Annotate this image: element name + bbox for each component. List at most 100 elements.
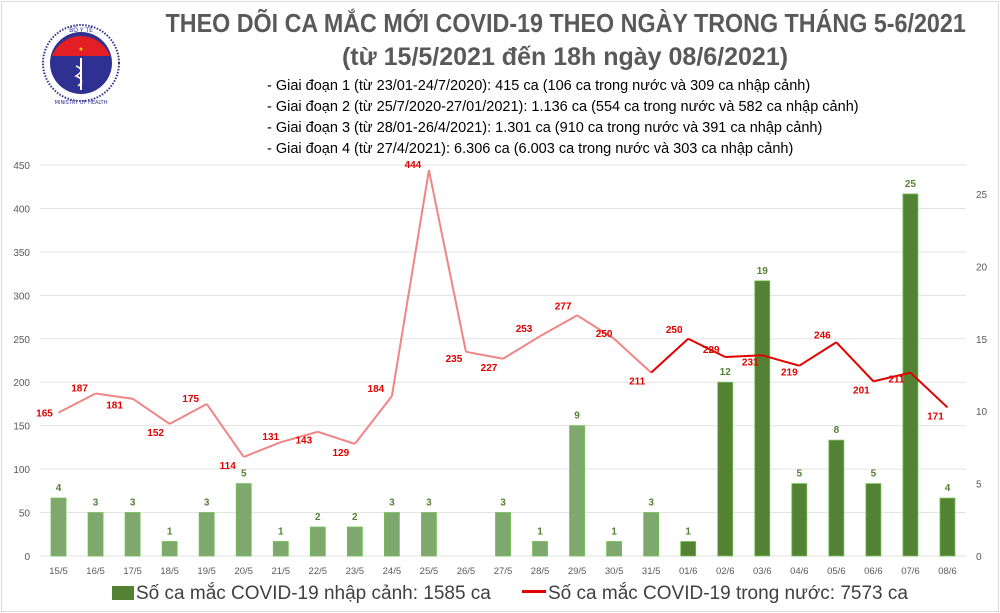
bar xyxy=(87,512,104,557)
left-axis-tick-label: 350 xyxy=(13,248,30,259)
bar-data-label: 1 xyxy=(685,527,691,538)
left-axis-tick-label: 50 xyxy=(19,509,31,520)
x-axis-tick-label: 18/5 xyxy=(160,566,179,577)
svg-text:BỘ Y TẾ: BỘ Y TẾ xyxy=(69,26,93,34)
bar-data-label: 1 xyxy=(611,527,617,538)
left-axis-tick-label: 250 xyxy=(13,335,30,346)
line-segment xyxy=(169,403,208,425)
left-axis-tick-label: 100 xyxy=(13,465,30,476)
legend-item-domestic: Số ca mắc COVID-19 trong nước: 7573 ca xyxy=(522,583,922,605)
svg-text:MINISTRY OF HEALTH: MINISTRY OF HEALTH xyxy=(55,100,108,104)
legend-label: Số ca mắc COVID-19 trong nước: 7573 ca xyxy=(548,583,908,604)
x-axis-tick-label: 08/6 xyxy=(938,566,957,577)
bar-data-label: 5 xyxy=(871,469,877,480)
line-segment xyxy=(132,397,171,425)
bar xyxy=(606,541,623,557)
x-axis-tick-label: 28/5 xyxy=(531,566,550,577)
line-segment xyxy=(576,314,615,340)
bar xyxy=(865,483,882,557)
line-segment xyxy=(390,170,430,397)
bar-data-label: 2 xyxy=(315,512,321,523)
stage-line: - Giai đoạn 3 (từ 28/01-26/4/2021): 1.30… xyxy=(267,120,823,136)
legend-content: Số ca mắc COVID-19 trong nước: 7573 ca xyxy=(522,583,908,605)
bar-data-label: 9 xyxy=(574,411,580,422)
right-axis-tick-label: 5 xyxy=(976,480,982,491)
line-data-label: 219 xyxy=(781,368,798,379)
line-data-label: 250 xyxy=(596,329,613,340)
x-axis-tick-label: 02/6 xyxy=(716,566,735,577)
bar-data-label: 1 xyxy=(167,527,173,538)
bar xyxy=(161,541,178,557)
bar xyxy=(569,425,585,557)
x-axis-tick-label: 01/6 xyxy=(679,566,698,577)
line-data-label: 165 xyxy=(36,409,53,420)
line-segment xyxy=(798,341,837,367)
chart-subtitle-box: (từ 15/5/2021 đến 18h ngày 08/6/2021) xyxy=(165,42,965,72)
line-segment xyxy=(243,441,282,458)
right-axis-tick-label: 0 xyxy=(976,552,982,563)
line-data-label: 444 xyxy=(405,160,422,171)
right-axis-tick-label: 15 xyxy=(976,335,988,346)
x-axis-tick-label: 22/5 xyxy=(309,566,328,577)
stage-line: - Giai đoạn 2 (từ 25/7/2020-27/01/2021):… xyxy=(267,99,859,115)
bar xyxy=(717,381,734,557)
left-axis-tick-label: 200 xyxy=(13,378,30,389)
x-axis-tick-label: 26/5 xyxy=(457,566,476,577)
bar-data-label: 2 xyxy=(352,512,358,523)
line-data-label: 229 xyxy=(703,345,720,356)
bar xyxy=(828,439,845,557)
line-data-label: 250 xyxy=(666,325,683,336)
line-segment xyxy=(502,335,541,360)
bar xyxy=(680,541,697,557)
x-axis-tick-label: 20/5 xyxy=(234,566,253,577)
stage-line: - Giai đoạn 1 (từ 23/01-24/7/2020): 415 … xyxy=(267,78,811,94)
bar xyxy=(198,512,215,557)
line-data-label: 181 xyxy=(106,401,123,412)
line-segment xyxy=(873,371,911,383)
line-data-label: 171 xyxy=(927,411,944,422)
left-axis-tick-label: 0 xyxy=(24,552,30,563)
bar-data-label: 1 xyxy=(278,527,284,538)
bar xyxy=(902,193,919,557)
bar xyxy=(50,497,67,557)
bar xyxy=(309,526,326,557)
line-segment xyxy=(317,430,356,445)
bar-data-label: 12 xyxy=(720,367,732,378)
left-axis-tick-label: 300 xyxy=(13,291,30,302)
line-data-label: 201 xyxy=(853,385,870,396)
bar xyxy=(495,512,511,557)
x-axis-tick-label: 29/5 xyxy=(568,566,587,577)
x-axis-tick-label: 31/5 xyxy=(642,566,661,577)
line-segment xyxy=(354,395,393,445)
line-data-label: 211 xyxy=(888,375,905,386)
line-data-label: 114 xyxy=(220,461,237,472)
line-data-label: 277 xyxy=(555,301,572,312)
bar-data-label: 3 xyxy=(426,498,432,509)
bar xyxy=(643,512,660,557)
line-data-label: 175 xyxy=(182,394,199,405)
line-segment xyxy=(762,354,800,367)
line-data-label: 131 xyxy=(262,432,279,443)
bar xyxy=(383,512,400,557)
line-data-label: 253 xyxy=(516,324,533,335)
chart-subtitle: (từ 15/5/2021 đến 18h ngày 08/6/2021) xyxy=(341,43,789,71)
svg-text:★: ★ xyxy=(78,46,83,53)
chart-title: THEO DÕI CA MẮC MỚI COVID-19 THEO NGÀY T… xyxy=(165,8,966,38)
x-axis-tick-label: 27/5 xyxy=(494,566,513,577)
bar-data-label: 3 xyxy=(500,498,506,509)
line-data-label: 235 xyxy=(446,354,463,365)
left-axis-tick-label: 450 xyxy=(13,161,30,172)
bar-data-label: 3 xyxy=(93,498,99,509)
line-data-label: 152 xyxy=(147,428,164,439)
bar-data-label: 19 xyxy=(757,266,769,277)
x-axis-tick-label: 07/6 xyxy=(901,566,920,577)
x-axis-tick-label: 24/5 xyxy=(383,566,402,577)
bar xyxy=(421,512,437,557)
bar-data-label: 25 xyxy=(905,179,917,190)
legend-content: Số ca mắc COVID-19 nhập cảnh: 1585 ca xyxy=(112,583,491,605)
line-segment xyxy=(427,170,467,353)
x-axis-tick-label: 17/5 xyxy=(123,566,142,577)
line-segment xyxy=(650,338,689,374)
